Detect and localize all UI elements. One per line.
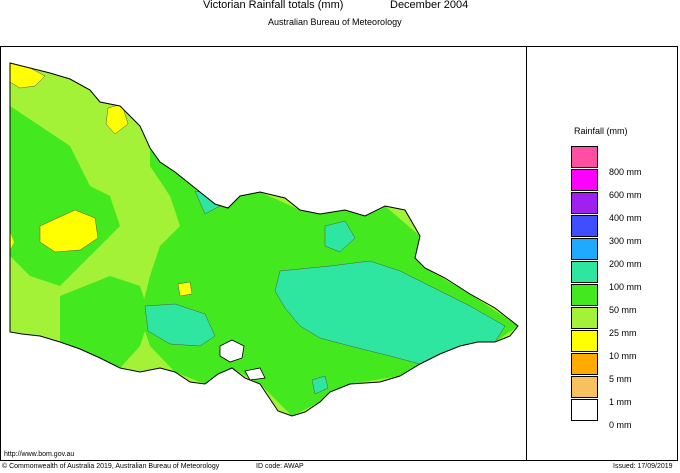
- legend-divider: [526, 46, 527, 461]
- legend-label: 50 mm: [609, 305, 637, 315]
- map-title: Victorian Rainfall totals (mm) December …: [0, 0, 680, 14]
- legend-label: 0 mm: [609, 420, 632, 430]
- zone-100mm-north: [324, 220, 356, 253]
- legend-swatch: [571, 376, 598, 398]
- victoria-map-svg: [9, 62, 519, 417]
- legend-labels: 800 mm 600 mm 400 mm 300 mm 200 mm 100 mm 50 m…: [609, 168, 642, 444]
- legend-label: 300 mm: [609, 236, 642, 246]
- legend-label: 10 mm: [609, 351, 637, 361]
- legend-label: 25 mm: [609, 328, 637, 338]
- legend-label: 600 mm: [609, 190, 642, 200]
- legend-swatch: [571, 215, 598, 237]
- copyright-text: © Commonwealth of Australia 2019, Austra…: [2, 463, 220, 470]
- zone-100mm-central: [144, 303, 216, 347]
- legend-title: Rainfall (mm): [574, 126, 628, 136]
- port-phillip-bay: [219, 339, 245, 363]
- source-url[interactable]: http://www.bom.gov.au: [4, 451, 75, 458]
- legend-swatch: [571, 238, 598, 260]
- legend-swatches: [571, 146, 598, 424]
- legend-swatch: [571, 399, 598, 421]
- victoria-border: [9, 62, 519, 417]
- zone-10mm-west: [39, 209, 99, 253]
- footer: © Commonwealth of Australia 2019, Austra…: [0, 463, 680, 473]
- subtitle: Australian Bureau of Meteorology: [268, 17, 402, 27]
- legend-label: 1 mm: [609, 397, 632, 407]
- legend-swatch: [571, 307, 598, 329]
- legend-swatch: [571, 330, 598, 352]
- legend-label: 200 mm: [609, 259, 642, 269]
- zone-100mm-southeast: [311, 375, 329, 395]
- legend-swatch: [571, 353, 598, 375]
- map-frame: [0, 46, 678, 461]
- rainfall-map: [0, 46, 527, 461]
- zone-10mm-small: [177, 281, 193, 297]
- issued-text: Issued: 17/09/2019: [613, 463, 673, 470]
- legend-swatch: [571, 169, 598, 191]
- legend-label: 5 mm: [609, 374, 632, 384]
- title-text: Victorian Rainfall totals (mm): [203, 0, 344, 11]
- id-code-text: ID code: AWAP: [256, 463, 304, 470]
- legend-swatch: [571, 261, 598, 283]
- zone-50mm-southwest: [60, 276, 150, 368]
- western-port: [244, 367, 266, 381]
- period-text: December 2004: [390, 0, 469, 11]
- legend-label: 400 mm: [609, 213, 642, 223]
- legend-swatch: [571, 284, 598, 306]
- legend-label: 100 mm: [609, 282, 642, 292]
- zone-10mm-edge: [10, 232, 14, 250]
- legend-swatch: [571, 146, 598, 168]
- legend-swatch: [571, 192, 598, 214]
- legend-label: 800 mm: [609, 167, 642, 177]
